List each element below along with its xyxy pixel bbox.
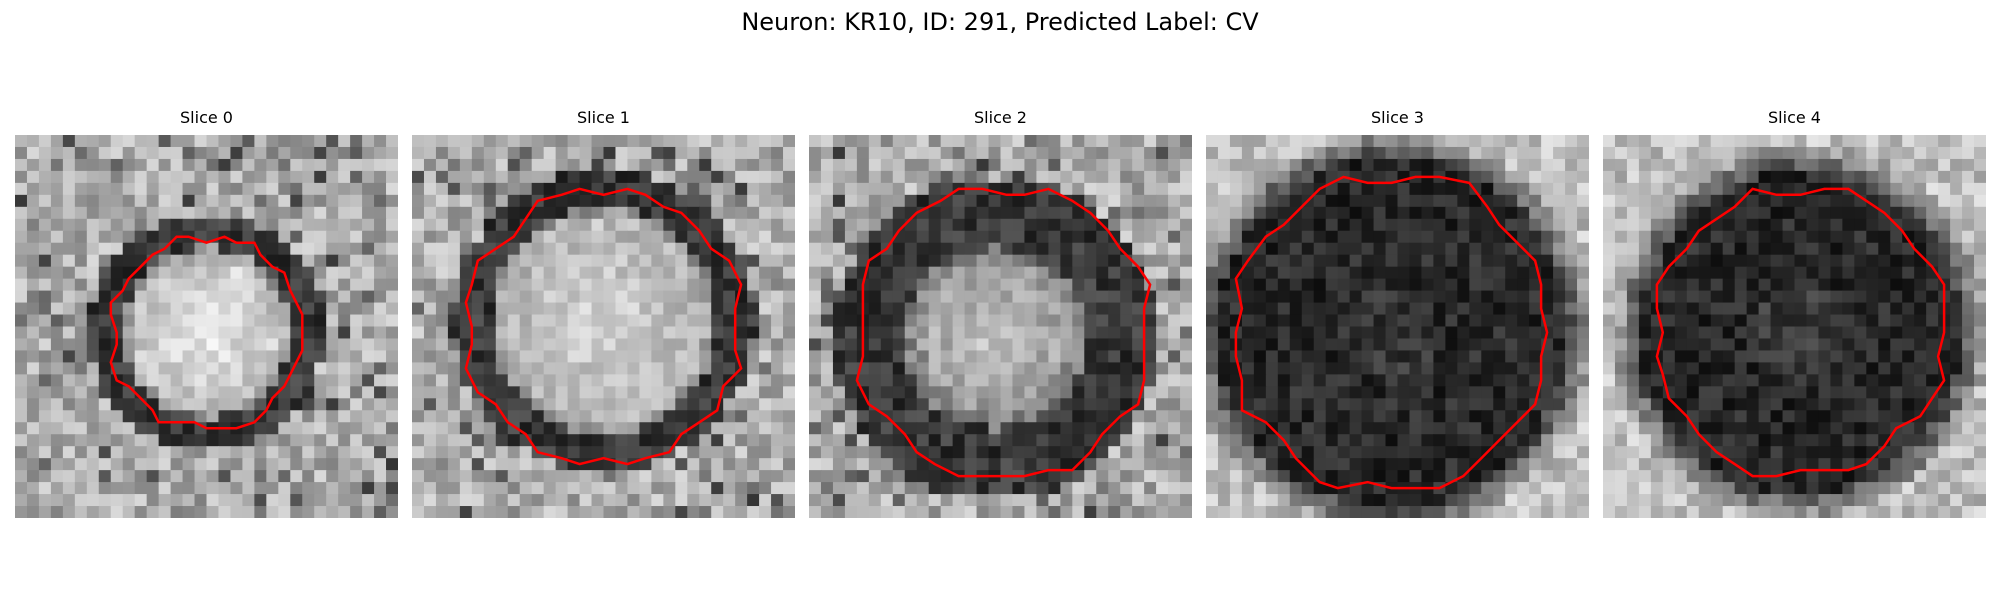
segmentation-contour-4 bbox=[1655, 187, 1946, 478]
segmentation-contour-0 bbox=[109, 235, 304, 430]
slice-title-4: Slice 4 bbox=[1768, 108, 1821, 127]
segmentation-contour-2 bbox=[855, 187, 1152, 478]
slice-image-3 bbox=[1206, 135, 1589, 518]
figure-title: Neuron: KR10, ID: 291, Predicted Label: … bbox=[741, 8, 1259, 36]
slice-title-3: Slice 3 bbox=[1371, 108, 1424, 127]
slice-image-1 bbox=[412, 135, 795, 518]
segmentation-contour-1 bbox=[464, 187, 743, 466]
slice-image-0 bbox=[15, 135, 398, 518]
segmentation-contour-3 bbox=[1234, 175, 1549, 490]
slice-image-4 bbox=[1603, 135, 1986, 518]
slice-image-2 bbox=[809, 135, 1192, 518]
slice-title-0: Slice 0 bbox=[180, 108, 233, 127]
slice-title-1: Slice 1 bbox=[577, 108, 630, 127]
slice-title-2: Slice 2 bbox=[974, 108, 1027, 127]
